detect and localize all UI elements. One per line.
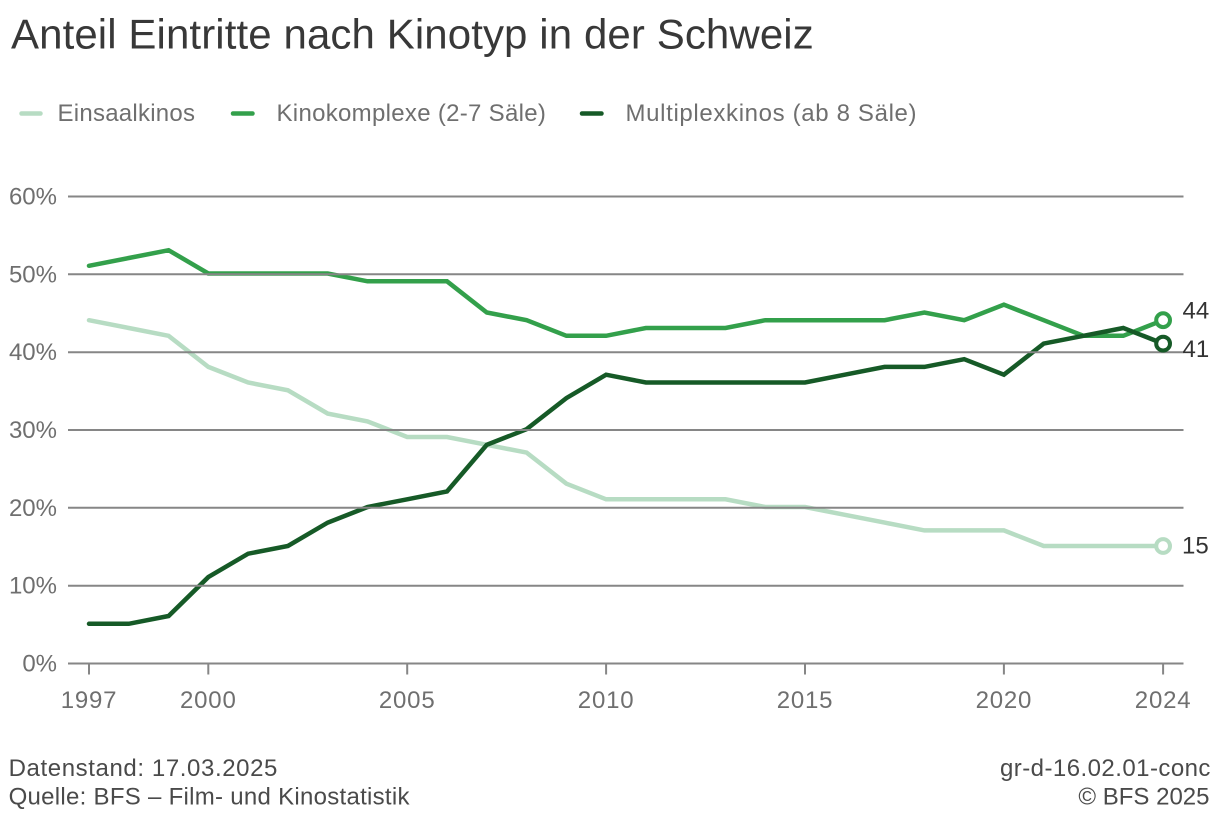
svg-text:2020: 2020 [976,687,1033,714]
svg-text:2000: 2000 [180,687,237,714]
svg-text:2024: 2024 [1135,687,1192,714]
svg-text:Datenstand: 17.03.2025: Datenstand: 17.03.2025 [9,755,278,782]
svg-text:gr-d-16.02.01-conc: gr-d-16.02.01-conc [1000,755,1211,782]
svg-text:2005: 2005 [379,687,436,714]
svg-text:2015: 2015 [777,687,834,714]
svg-text:© BFS 2025: © BFS 2025 [1078,783,1209,810]
svg-text:0%: 0% [22,651,57,678]
svg-text:Anteil Eintritte nach Kinotyp: Anteil Eintritte nach Kinotyp in der Sch… [11,11,814,58]
svg-text:15: 15 [1182,533,1209,560]
svg-text:10%: 10% [9,573,57,600]
svg-text:Multiplexkinos (ab 8 Säle): Multiplexkinos (ab 8 Säle) [626,100,918,127]
svg-text:2010: 2010 [578,687,635,714]
svg-text:41: 41 [1183,336,1210,363]
svg-text:60%: 60% [9,184,57,211]
svg-text:1997: 1997 [61,687,118,714]
svg-text:20%: 20% [9,495,57,522]
svg-text:Einsaalkinos: Einsaalkinos [58,100,196,127]
svg-text:44: 44 [1183,298,1210,325]
svg-text:50%: 50% [9,261,57,288]
svg-text:30%: 30% [9,417,57,444]
svg-text:Quelle: BFS – Film- und Kinost: Quelle: BFS – Film- und Kinostatistik [9,783,411,810]
svg-text:Kinokomplexe (2-7 Säle): Kinokomplexe (2-7 Säle) [277,100,547,127]
svg-text:40%: 40% [9,339,57,366]
